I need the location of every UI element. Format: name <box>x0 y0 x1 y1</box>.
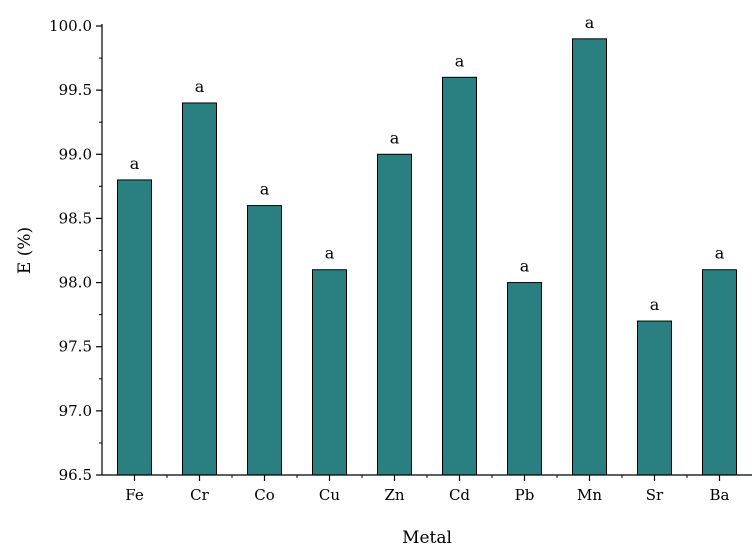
bar-label-fe: a <box>130 154 140 173</box>
y-tick-label: 99.0 <box>59 145 92 163</box>
x-tick-label: Fe <box>125 486 144 504</box>
x-axis-title: Metal <box>402 528 452 548</box>
bar-co <box>247 205 282 476</box>
data-labels-group: a a a a a a a a a a <box>130 13 725 314</box>
x-tick-label: Mn <box>577 486 602 504</box>
x-tick-label: Sr <box>646 486 664 504</box>
x-tick-label: Pb <box>515 486 535 504</box>
bar-ba <box>702 269 737 476</box>
bar-mn <box>572 38 607 476</box>
y-tick-label: 98.0 <box>59 274 92 292</box>
bar-label-cu: a <box>325 244 335 263</box>
y-tick-label: 97.5 <box>59 338 92 356</box>
x-tick-label: Cu <box>319 486 340 504</box>
bar-label-pb: a <box>520 257 530 276</box>
bar-pb <box>507 282 542 476</box>
bar-fe <box>117 179 152 476</box>
x-ticks-group: Fe Cr Co Cu Zn Cd Pb Mn Sr Ba <box>125 475 730 504</box>
y-axis-title: E (%) <box>15 227 35 274</box>
x-tick-label: Cr <box>190 486 209 504</box>
y-tick-label: 99.5 <box>59 81 92 99</box>
y-tick-label: 98.5 <box>59 209 92 227</box>
bar-zn <box>377 153 412 476</box>
bar-label-co: a <box>260 180 270 199</box>
bar-cr <box>182 102 217 476</box>
bar-sr <box>637 320 672 476</box>
bar-label-mn: a <box>585 13 595 32</box>
y-tick-label: 97.0 <box>59 402 92 420</box>
x-tick-label: Cd <box>449 486 470 504</box>
bar-cu <box>312 269 347 476</box>
x-tick-label: Ba <box>710 486 730 504</box>
y-tick-label: 100.0 <box>49 17 92 35</box>
bar-label-sr: a <box>650 295 660 314</box>
bar-label-zn: a <box>390 128 400 147</box>
bar-label-cr: a <box>195 77 205 96</box>
y-tick-label: 96.5 <box>59 466 92 484</box>
y-ticks-group: 96.5 97.0 97.5 98.0 98.5 99.0 99.5 100.0 <box>49 17 102 484</box>
bar-label-ba: a <box>715 244 725 263</box>
x-tick-label: Co <box>254 486 275 504</box>
bar-label-cd: a <box>455 51 465 70</box>
x-tick-label: Zn <box>384 486 404 504</box>
bar-cd <box>442 76 477 476</box>
bars-group <box>117 38 737 476</box>
